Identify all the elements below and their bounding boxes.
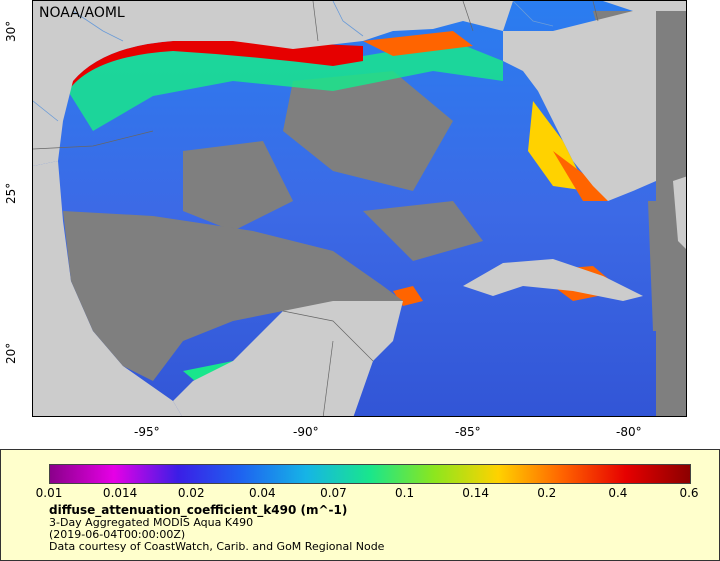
borders — [33, 1, 599, 416]
map-panel[interactable]: NOAA/AOML — [32, 0, 687, 417]
colorbar-tick-label: 0.2 — [537, 486, 557, 500]
nodata-regions — [183, 1, 686, 416]
data-credit: Data courtesy of CoastWatch, Carib. and … — [49, 540, 385, 553]
map-canvas — [33, 1, 686, 416]
variable-name: diffuse_attenuation_coefficient_k490 (m^… — [49, 503, 348, 517]
y-tick-label: 20° — [4, 342, 18, 364]
x-tick-label: -80° — [616, 425, 642, 439]
cuba-land — [463, 259, 643, 301]
x-tick-label: -95° — [134, 425, 160, 439]
colorbar-tick-label: 0.14 — [462, 486, 490, 500]
us-land — [33, 1, 686, 166]
x-tick-label: -90° — [293, 425, 319, 439]
colorbar-tick-label: 0.07 — [320, 486, 347, 500]
florida-land — [503, 11, 656, 201]
legend-panel: 0.01 0.014 0.02 0.04 0.07 0.1 0.14 0.2 0.4 0.6 di… — [0, 449, 720, 561]
colorbar — [49, 464, 691, 484]
rivers — [33, 1, 554, 122]
colorbar-tick-label: 0.6 — [679, 486, 699, 500]
colorbar-tick-label: 0.02 — [177, 486, 205, 500]
colorbar-tick-label: 0.04 — [248, 486, 276, 500]
colorbar-tick-label: 0.014 — [102, 486, 138, 500]
colorbar-tick-label: 0.01 — [35, 486, 63, 500]
dataset-description: 3-Day Aggregated MODIS Aqua K490 — [49, 516, 254, 529]
credit-label: NOAA/AOML — [39, 5, 125, 21]
dataset-date: (2019-06-04T00:00:00Z) — [49, 528, 186, 541]
mexico-land — [33, 161, 182, 416]
colorbar-tick-label: 0.4 — [608, 486, 628, 500]
colorbar-tick-label: 0.1 — [395, 486, 415, 500]
y-tick-label: 30° — [4, 20, 18, 42]
bahamas-land — [673, 176, 686, 249]
central-america-land — [173, 301, 403, 416]
y-tick-label: 25° — [4, 182, 18, 204]
yucatan-land — [63, 211, 403, 381]
x-tick-label: -85° — [455, 425, 481, 439]
